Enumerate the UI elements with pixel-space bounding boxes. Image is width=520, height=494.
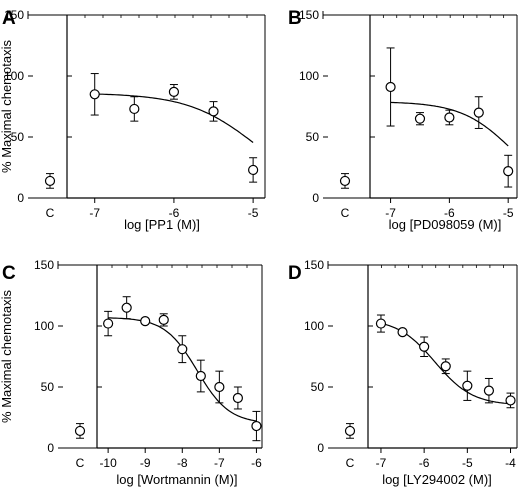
panel-b-data-point (444, 112, 455, 123)
panel-a-data-point (168, 86, 180, 97)
panel-c-xtick-label: -7 (214, 456, 225, 470)
panel-c-data-point (232, 392, 243, 404)
panel-a-xtick-label: -5 (248, 206, 259, 220)
panel-d-x-title: log [LY294002 (M)] (382, 472, 492, 487)
panel-a-control-label: C (46, 206, 55, 220)
panel-letter-a: A (2, 8, 16, 29)
panel-b-x-title: log [PD098059 (M)] (389, 217, 502, 232)
panel-c-xtick-label: -9 (140, 456, 151, 470)
panel-c-data-point (121, 302, 132, 313)
panel-a-fit-curve (94, 93, 254, 143)
panel-b-ytick-label: 50 (306, 130, 320, 144)
panel-c-control-point (74, 425, 86, 437)
panel-a-data-point (208, 106, 219, 117)
panel-a-y-title: % Maximal chemotaxis (0, 40, 14, 173)
panel-b-ytick-label: 0 (312, 191, 319, 205)
panel-a-data-point (248, 164, 259, 176)
panel-d-data-point (440, 361, 451, 372)
panel-b-control-label: C (341, 206, 350, 220)
panel-c-y-title: % Maximal chemotaxis (0, 290, 14, 423)
panel-d-data-point (462, 380, 473, 391)
panel-b-ytick-label: 150 (299, 8, 319, 22)
panel-d-xtick-label: -4 (505, 456, 516, 470)
panel-letter-c: C (2, 263, 16, 284)
panel-d-data-point (397, 327, 408, 338)
panel-b-data-point (473, 107, 484, 118)
panel-c-x-title: log [Wortmannin (M)] (116, 472, 237, 487)
panel-c-data-point (177, 344, 188, 355)
panel-c-ytick-label: 50 (41, 380, 55, 394)
panel-c-ytick-label: 0 (47, 441, 54, 455)
panel-d-ytick-label: 50 (311, 380, 325, 394)
panel-a-x-title: log [PP1 (M)] (124, 217, 200, 232)
panel-c-xtick-label: -10 (99, 456, 117, 470)
panel-c-xtick-label: -6 (251, 456, 262, 470)
panel-a-ytick-label: 0 (17, 191, 24, 205)
panel-a-xtick-label: -7 (89, 206, 100, 220)
panel-d-ytick-label: 100 (304, 319, 324, 333)
panel-d-xtick-label: -6 (419, 456, 430, 470)
panel-letter-b: B (288, 8, 302, 29)
panel-a-ytick-label: 100 (4, 69, 24, 83)
panel-c-data-point (251, 420, 262, 432)
panel-d-control-point (344, 425, 356, 437)
panel-d-ytick-label: 150 (304, 258, 324, 272)
panel-b-data-point (503, 166, 514, 177)
panel-a-data-point (89, 89, 100, 100)
panel-d-data-point (483, 385, 495, 396)
panel-a-xtick-label: -6 (169, 206, 180, 220)
panel-d-data-point (375, 318, 387, 329)
panel-letter-d: D (288, 263, 302, 284)
panel-b-data-point (385, 81, 396, 93)
panel-b-control-point (339, 175, 351, 187)
panel-c-data-point (103, 318, 114, 329)
panel-a-control-point (44, 175, 56, 187)
panel-d-ytick-label: 0 (317, 441, 324, 455)
panel-b-ytick-label: 100 (299, 69, 319, 83)
panel-c-fit-curve (108, 317, 257, 422)
panel-c-ytick-label: 150 (34, 258, 54, 272)
panel-c-data-point (158, 314, 169, 325)
panel-d-data-point (505, 395, 516, 406)
panel-b-xtick-label: -5 (503, 206, 514, 220)
panel-c-ytick-label: 100 (34, 319, 54, 333)
panel-a-ytick-label: 150 (4, 8, 24, 22)
panel-c-control-label: C (76, 456, 85, 470)
panel-a-ytick-label: 50 (11, 130, 25, 144)
panel-b-xtick-label: -7 (385, 206, 396, 220)
panel-d-control-label: C (346, 456, 355, 470)
panel-d-xtick-label: -5 (462, 456, 473, 470)
panel-c-data-point (140, 316, 151, 327)
panel-c-xtick-label: -8 (177, 456, 188, 470)
panel-d-data-point (419, 341, 430, 352)
panel-d-xtick-label: -7 (376, 456, 387, 470)
panel-c-data-point (195, 370, 206, 382)
panel-b-xtick-label: -6 (444, 206, 455, 220)
panel-c-data-point (214, 381, 225, 393)
panel-a-data-point (129, 103, 140, 115)
panel-b-data-point (414, 113, 426, 124)
panel-b-fit-curve (390, 101, 509, 147)
